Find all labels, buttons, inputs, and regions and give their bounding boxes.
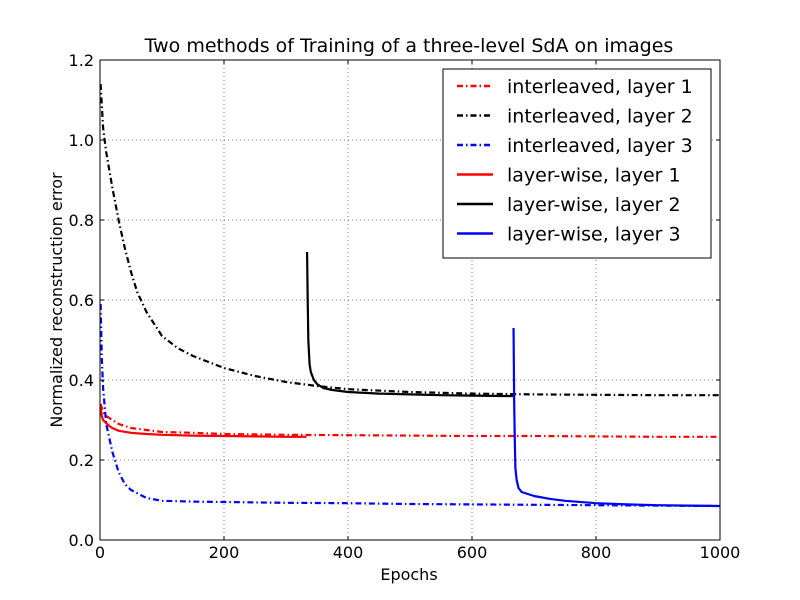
y-tick-label: 0.2: [69, 451, 94, 470]
x-tick-label: 200: [209, 543, 240, 562]
series-line-4: [99, 407, 307, 438]
x-tick-label: 800: [581, 543, 612, 562]
y-tick-label: 1.0: [69, 131, 94, 150]
legend-label-6: layer-wise, layer 3: [507, 224, 681, 246]
y-tick-label: 0.8: [69, 211, 94, 230]
x-tick-label: 1000: [700, 543, 741, 562]
series-line-3: [99, 303, 721, 508]
legend-label-4: layer-wise, layer 1: [507, 165, 681, 187]
x-tick-label: 600: [457, 543, 488, 562]
series-line-6: [512, 327, 721, 508]
axis-ticks: 0 200 400 600 800 1000 0.0 0.2 0.4 0.6 0.8 1.0 1.2: [69, 51, 741, 562]
y-axis-label: Normalized reconstruction error: [47, 172, 66, 428]
legend-label-2: interleaved, layer 2: [507, 106, 693, 128]
y-tick-label: 0.0: [69, 531, 94, 550]
series-line-5: [305, 251, 514, 398]
legend-label-3: interleaved, layer 3: [507, 135, 693, 157]
x-axis-label: Epochs: [380, 565, 437, 584]
legend-label-5: layer-wise, layer 2: [507, 194, 681, 216]
x-tick-label: 0: [95, 543, 105, 562]
legend: interleaved, layer 1 interleaved, layer 2…: [442, 68, 712, 259]
series-layer: [99, 83, 721, 508]
series-line-1: [99, 403, 720, 438]
legend-box: [442, 68, 712, 259]
legend-label-1: interleaved, layer 1: [507, 76, 693, 98]
y-tick-label: 0.6: [69, 291, 94, 310]
y-tick-label: 0.4: [69, 371, 94, 390]
x-tick-label: 400: [333, 543, 364, 562]
series-line-2: [99, 83, 720, 397]
chart-title: Two methods of Training of a three-level…: [144, 35, 674, 57]
y-tick-label: 1.2: [69, 51, 94, 70]
